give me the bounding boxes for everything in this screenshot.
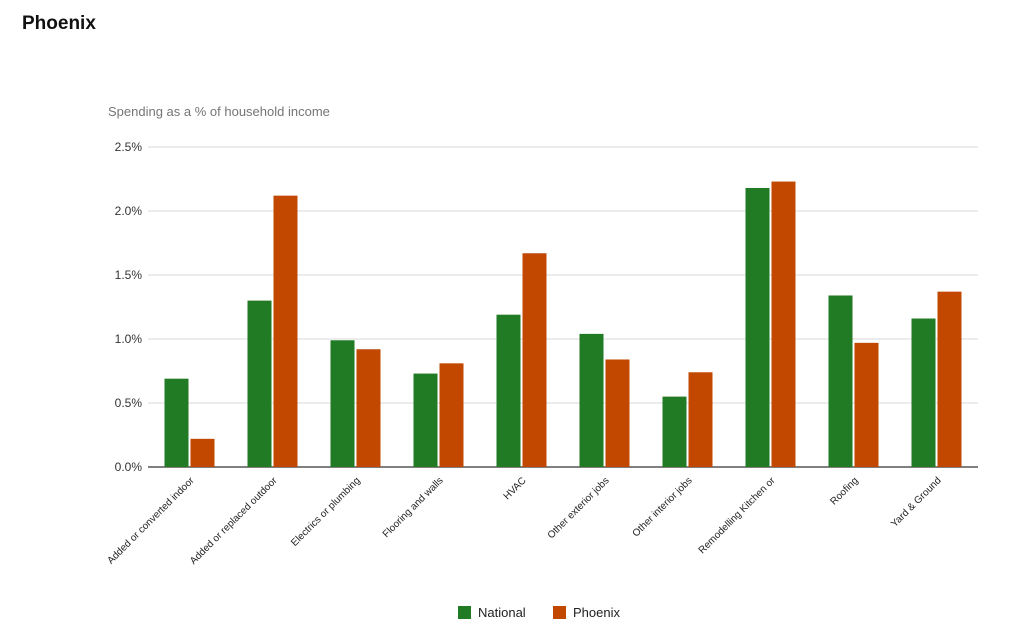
bar-phoenix-0 <box>190 438 215 467</box>
x-category-label: Remodelling Kitchen or <box>697 475 778 556</box>
x-category-label: Added or replaced outdoor <box>188 475 280 567</box>
bar-national-1 <box>247 300 272 467</box>
chart-subtitle: Spending as a % of household income <box>108 104 330 119</box>
x-category-label: Yard & Ground <box>889 475 943 529</box>
bar-national-7 <box>745 187 770 467</box>
y-tick-label: 2.5% <box>115 140 143 154</box>
x-category-label: HVAC <box>502 475 529 502</box>
legend-label-national: National <box>478 605 526 620</box>
bar-phoenix-3 <box>439 363 464 467</box>
bar-national-3 <box>413 373 438 467</box>
bar-phoenix-6 <box>688 372 713 467</box>
x-category-label: Roofing <box>828 475 860 507</box>
y-tick-label: 0.0% <box>115 460 143 474</box>
bar-phoenix-4 <box>522 253 547 467</box>
legend-label-phoenix: Phoenix <box>573 605 620 620</box>
bars <box>164 181 962 467</box>
bar-phoenix-7 <box>771 181 796 467</box>
bar-national-5 <box>579 333 604 467</box>
bar-phoenix-1 <box>273 195 298 467</box>
page-title: Phoenix <box>22 13 96 34</box>
legend: National Phoenix <box>458 605 620 620</box>
legend-swatch-phoenix <box>553 606 566 619</box>
bar-phoenix-5 <box>605 359 630 467</box>
x-category-label: Other exterior jobs <box>546 475 612 541</box>
y-tick-label: 1.5% <box>115 268 143 282</box>
x-category-label: Electrics or plumbing <box>289 475 362 548</box>
x-category-label: Added or converted indoor <box>106 475 198 567</box>
bar-national-2 <box>330 340 355 467</box>
bar-national-0 <box>164 378 189 467</box>
bar-national-4 <box>496 314 521 467</box>
gridlines <box>148 146 978 468</box>
bar-phoenix-9 <box>937 291 962 467</box>
bar-national-6 <box>662 396 687 467</box>
bar-national-8 <box>828 295 853 467</box>
bar-national-9 <box>911 318 936 467</box>
legend-swatch-national <box>458 606 471 619</box>
bar-phoenix-8 <box>854 342 879 467</box>
x-category-label: Flooring and walls <box>381 475 446 540</box>
y-tick-label: 0.5% <box>115 396 143 410</box>
y-tick-label: 1.0% <box>115 332 143 346</box>
bar-phoenix-2 <box>356 349 381 467</box>
x-category-label: Other interior jobs <box>631 475 695 539</box>
y-axis-ticks: 0.0% 0.5% 1.0% 1.5% 2.0% 2.5% <box>115 140 143 474</box>
y-tick-label: 2.0% <box>115 204 143 218</box>
